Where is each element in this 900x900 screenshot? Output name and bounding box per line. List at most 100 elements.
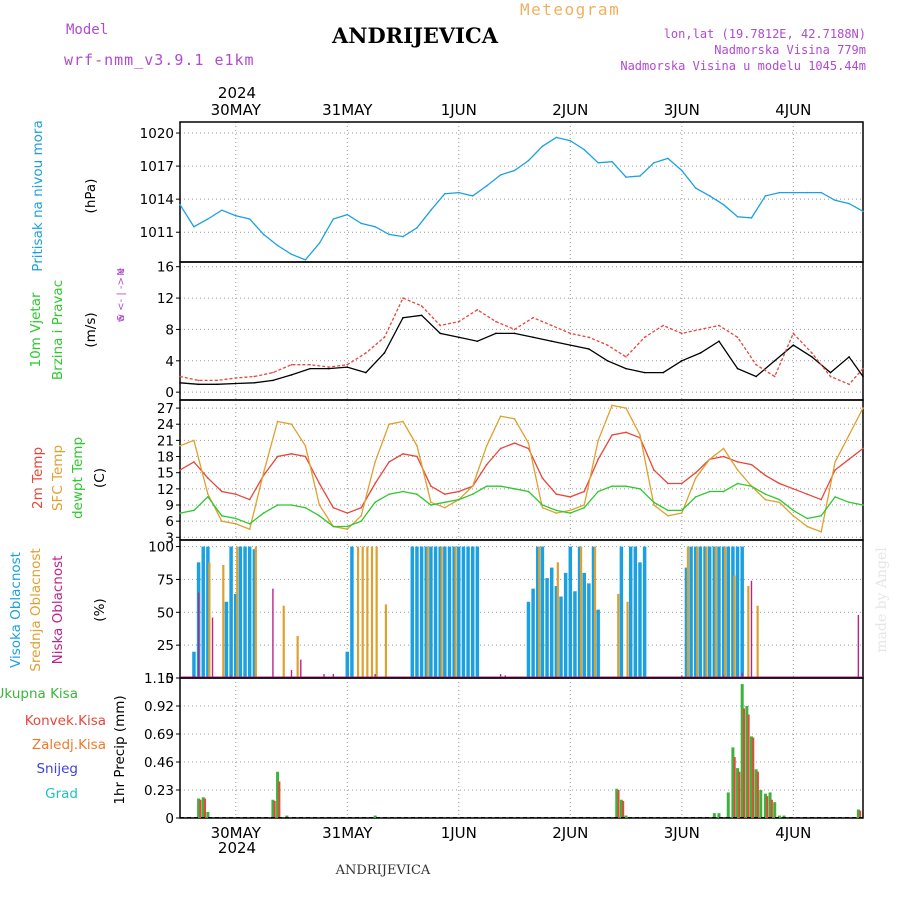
- data-point: [234, 377, 237, 379]
- bar-srednja-oblacnost: [579, 546, 583, 678]
- data-point: [555, 136, 558, 139]
- data-point: [304, 506, 307, 509]
- precip-label-frozen: Zaledj.Kisa: [32, 737, 106, 753]
- data-point: [402, 420, 404, 423]
- data-point: [290, 374, 293, 376]
- bar-ukupna-kisa: [271, 799, 275, 818]
- data-point: [792, 344, 795, 346]
- data-point: [597, 458, 599, 461]
- data-point: [611, 485, 613, 487]
- cloud-labels: Visoka Oblacnost Srednja Oblacnost Niska…: [8, 548, 108, 671]
- temp-frame: [179, 399, 864, 541]
- data-point: [471, 493, 474, 496]
- tick-label: 100: [148, 540, 174, 556]
- data-point: [234, 517, 237, 520]
- tick-label: 15: [157, 466, 174, 482]
- bar-ukupna-kisa: [197, 798, 201, 818]
- data-point: [606, 344, 609, 346]
- data-point: [360, 506, 363, 509]
- series-2m-temp: [179, 431, 864, 514]
- bar-konvek-kisa: [752, 737, 755, 818]
- bar-ukupna-kisa: [773, 802, 777, 818]
- data-point: [513, 332, 516, 335]
- data-point: [360, 520, 363, 522]
- data-point: [221, 520, 223, 522]
- data-point: [806, 493, 809, 496]
- tick-label: 9: [165, 498, 174, 514]
- bar-konvek-kisa: [273, 800, 276, 818]
- bar-visoka-oblacnost: [582, 572, 586, 678]
- data-point: [583, 148, 586, 151]
- data-point: [820, 191, 822, 194]
- data-point: [248, 218, 251, 220]
- wind-panel: 0 4 8 12 16: [157, 260, 864, 401]
- data-point: [848, 383, 850, 386]
- model-name: wrf-nmm_v3.9.1 e1km: [64, 51, 255, 69]
- bar-visoka-oblacnost: [596, 609, 600, 678]
- bar-srednja-oblacnost: [222, 564, 225, 678]
- data-point: [402, 490, 404, 493]
- data-point: [290, 453, 293, 455]
- tick-label: 1011: [140, 225, 174, 241]
- temp-labels: 2m Temp SFC Temp dewpt Temp (C): [30, 437, 108, 519]
- data-point: [680, 509, 683, 512]
- panels: 1011101410171020048121636912151821242702…: [140, 121, 864, 827]
- bar-visoka-oblacnost: [684, 567, 689, 678]
- data-point: [234, 523, 237, 525]
- bar-srednja-oblacnost: [686, 546, 690, 678]
- data-point: [290, 423, 293, 426]
- data-point: [513, 488, 516, 490]
- data-point: [792, 191, 795, 194]
- bar-visoka-oblacnost: [693, 546, 698, 678]
- top-day-label: 31MAY: [322, 101, 373, 119]
- data-point: [699, 352, 702, 354]
- data-point: [555, 493, 558, 496]
- data-point: [820, 531, 822, 533]
- bar-niska-oblacnost: [197, 592, 200, 678]
- data-point: [527, 447, 530, 450]
- bar-visoka-oblacnost: [238, 546, 243, 678]
- series-dewpt-temp: [179, 482, 864, 528]
- data-point: [290, 363, 293, 366]
- bar-ukupna-kisa: [712, 813, 716, 818]
- bar-ukupna-kisa: [740, 684, 744, 818]
- tick-label: 21: [157, 433, 174, 449]
- data-point: [360, 222, 363, 225]
- data-point: [708, 490, 711, 493]
- data-point: [476, 340, 479, 342]
- cloud-panel: 0 25 50 75 100: [148, 539, 864, 687]
- data-point: [416, 227, 418, 229]
- data-point: [457, 191, 460, 194]
- data-point: [416, 444, 418, 447]
- data-point: [792, 332, 795, 335]
- data-point: [374, 225, 376, 228]
- wind-compass: w <- | -> e: [116, 268, 127, 322]
- tick-label: 25: [157, 638, 174, 654]
- data-point: [834, 199, 836, 202]
- top-day-labels: 30MAY 31MAY 1JUN 2JUN 3JUN 4JUN: [211, 101, 812, 119]
- bar-konvek-kisa: [204, 798, 207, 818]
- bar-visoka-oblacnost: [689, 546, 693, 678]
- bar-niska-oblacnost: [323, 674, 325, 678]
- data-point: [736, 469, 739, 471]
- bar-srednja-oblacnost: [626, 601, 629, 678]
- data-point: [811, 356, 813, 358]
- data-point: [402, 453, 404, 455]
- bar-visoka-oblacnost: [438, 546, 442, 678]
- data-point: [653, 501, 655, 504]
- data-point: [755, 375, 757, 378]
- temp-label-sfc: SFC Temp: [50, 445, 66, 511]
- data-point: [318, 242, 321, 245]
- data-point: [773, 375, 776, 378]
- data-point: [694, 187, 697, 189]
- bar-visoka-oblacnost: [726, 546, 731, 678]
- data-point: [583, 506, 586, 509]
- data-point: [680, 512, 683, 514]
- data-point: [513, 169, 516, 172]
- data-point: [365, 371, 367, 374]
- top-day-label: 2JUN: [552, 101, 588, 119]
- data-point: [457, 490, 460, 493]
- data-point: [625, 431, 627, 434]
- data-point: [569, 512, 572, 514]
- data-point: [848, 458, 850, 461]
